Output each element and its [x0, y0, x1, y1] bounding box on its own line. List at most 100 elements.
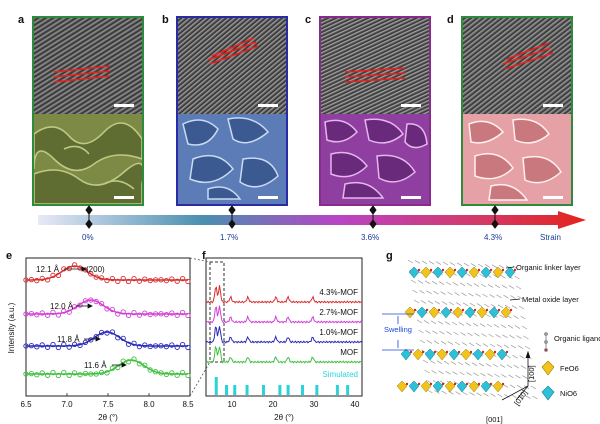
- feo6-octahedron: [428, 306, 440, 319]
- g-linker-bond: [438, 281, 445, 285]
- g-linker-bond: [512, 265, 519, 270]
- g-linker-bond: [530, 385, 537, 390]
- g-oxygen-atom: [477, 382, 481, 386]
- e-point: [50, 309, 56, 316]
- e-xtick-3: 8.0: [143, 400, 155, 409]
- g-oxygen-atom: [501, 268, 505, 272]
- g-linker-bond: [468, 342, 475, 347]
- g-linker-bond: [487, 284, 494, 288]
- g-linker-bond: [509, 384, 516, 389]
- g-linker-bond: [513, 364, 520, 369]
- f-simulated-stick: [245, 385, 249, 395]
- g-linker-bond: [510, 344, 517, 349]
- f-xlabel: 2θ (°): [274, 413, 294, 422]
- g-linker-bond: [510, 295, 516, 299]
- e-point: [136, 312, 143, 318]
- g-oxygen-atom: [481, 350, 485, 354]
- nio6-octahedron: [472, 348, 484, 361]
- g-linker-bond: [449, 262, 456, 266]
- g-oxygen-atom: [489, 268, 493, 272]
- f-spectrum-0: [205, 285, 363, 304]
- g-linker-bond: [469, 302, 476, 307]
- e-point: [71, 262, 78, 268]
- f-simulated-stick: [225, 385, 229, 395]
- g-linker-bond: [455, 391, 461, 395]
- e-point: [115, 278, 121, 285]
- g-linker-bond: [441, 301, 448, 305]
- sem-image-a: [34, 114, 142, 204]
- g-linker-bond: [490, 393, 496, 397]
- g-linker-bond: [421, 260, 428, 265]
- nio6-octahedron: [448, 348, 460, 361]
- g-linker-bond: [426, 290, 432, 295]
- g-linker-bond: [494, 284, 501, 289]
- zoom-connectors: [189, 257, 211, 397]
- g-linker-bond: [435, 261, 442, 265]
- g-linker-bond: [473, 283, 480, 287]
- g-linker-bond: [444, 321, 451, 325]
- e-point: [66, 372, 72, 378]
- g-linker-bond: [504, 304, 511, 309]
- e-point: [44, 277, 51, 283]
- g-linker-bond: [432, 330, 438, 335]
- nio6-octahedron: [424, 348, 436, 361]
- panel-a: [32, 16, 144, 206]
- nio6-octahedron: [504, 266, 516, 279]
- g-oxygen-atom: [453, 382, 457, 386]
- e-xtick-1: 7.0: [61, 400, 73, 409]
- g-linker-bond: [496, 294, 502, 299]
- scale-bar-a-top: [114, 104, 134, 107]
- g-oxygen-atom: [457, 350, 461, 354]
- e-point: [174, 372, 180, 378]
- tem-image-a: [34, 18, 142, 114]
- e-annot-1: (200): [86, 265, 105, 274]
- g-linker-bond: [476, 392, 482, 397]
- feo6-octahedron: [420, 380, 432, 393]
- g-linker-bond: [427, 389, 433, 394]
- g-linker-bond: [442, 261, 449, 266]
- g-linker-bond: [412, 289, 418, 294]
- g-oxygen-atom: [445, 350, 449, 354]
- g-oxygen-atom: [485, 308, 489, 312]
- g-oxygen-atom: [489, 382, 493, 386]
- g-linker-bond: [461, 342, 468, 346]
- e-fit-line-3: [26, 359, 188, 375]
- feo6-octahedron: [444, 380, 456, 393]
- g-linker-bond: [501, 374, 507, 378]
- g-linker-bond: [512, 354, 518, 359]
- g-linker-bond: [428, 260, 435, 265]
- g-oxygen-atom: [465, 382, 469, 386]
- f-xtick-3: 40: [351, 400, 360, 409]
- e-point: [104, 330, 110, 336]
- e-annot-0: 12.1 Å: [36, 265, 60, 274]
- f-xtick-0: 10: [228, 400, 237, 409]
- g-oxygen-atom: [417, 382, 421, 386]
- g-oxygen-atom: [501, 382, 505, 386]
- g-oxygen-atom: [441, 268, 445, 272]
- e-xtick-4: 8.5: [182, 400, 194, 409]
- panel-f-chart: 4.3%-MOF 2.7%-MOF 1.0%-MOF MOF Simulated…: [205, 257, 363, 422]
- e-fit-line-0: [26, 265, 188, 281]
- g-linker-bond: [460, 332, 466, 336]
- e-fit-line-2: [26, 331, 188, 347]
- g-linker-bond: [465, 272, 471, 277]
- g-linker-bond: [485, 313, 491, 318]
- g-linker-bond: [416, 319, 423, 324]
- e-point: [142, 310, 148, 316]
- nio6-icon: [541, 385, 555, 401]
- e-point: [66, 344, 72, 350]
- g-metal-oxide-label: Metal oxide layer: [522, 295, 579, 304]
- g-nio6-label: NiO6: [560, 389, 577, 398]
- g-oxygen-atom: [429, 268, 433, 272]
- g-linker-bond: [433, 340, 440, 345]
- g-linker-bond: [452, 282, 459, 286]
- g-linker-bond: [450, 311, 456, 316]
- g-linker-bond: [482, 343, 489, 347]
- g-oxygen-atom: [497, 308, 501, 312]
- strain-value-2: 3.6%: [361, 233, 380, 242]
- lattice-fringe-marker-a: [53, 65, 111, 83]
- g-linker-bond: [523, 335, 529, 340]
- g-linker-bond: [501, 284, 508, 289]
- g-linker-bond: [431, 280, 438, 285]
- e-point: [109, 275, 116, 282]
